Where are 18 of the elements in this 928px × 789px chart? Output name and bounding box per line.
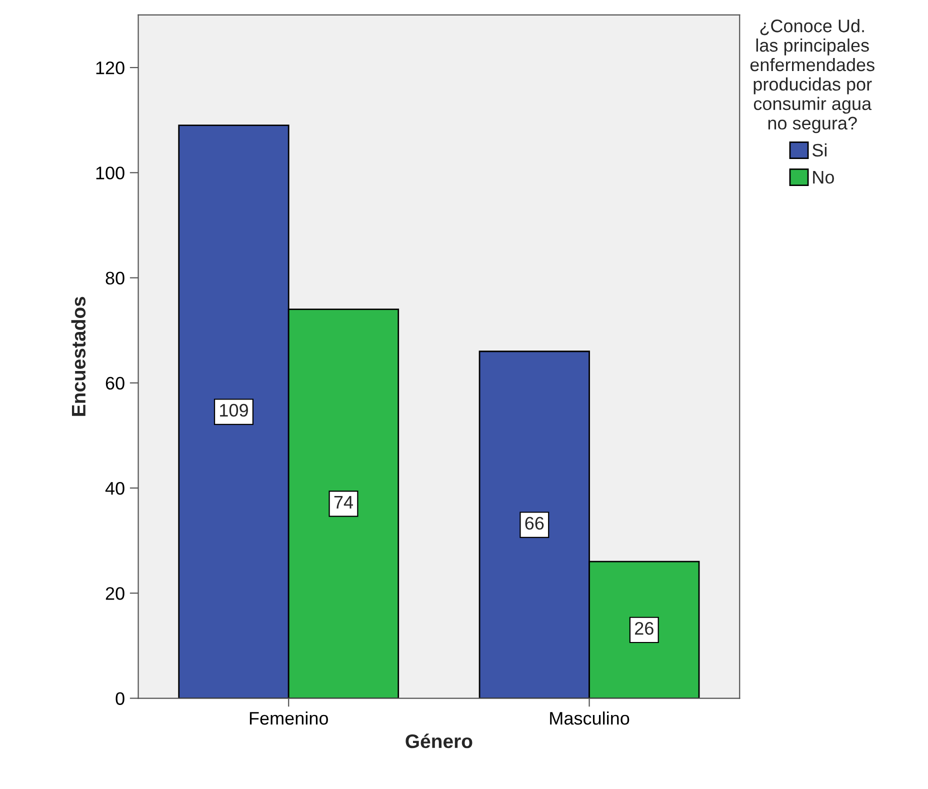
y-tick-label: 60 [106, 376, 124, 390]
data-label: 66 [525, 516, 544, 530]
legend-label: Si [812, 143, 826, 157]
y-tick-label: 100 [96, 166, 124, 180]
data-label: 26 [635, 622, 654, 635]
y-tick-label: 120 [96, 61, 124, 74]
legend-label: No [813, 171, 834, 184]
legend-title: ¿Conoce Ud. las principales enfermendades producidas por consumir agua no segura? [750, 19, 874, 134]
x-tick-label: Femenino [250, 711, 328, 725]
x-tick-label: Masculino [550, 711, 630, 725]
x-axis-title: Género [406, 734, 472, 748]
y-tick-label: 0 [116, 692, 124, 705]
data-label: 109 [220, 404, 248, 417]
data-label: 74 [334, 496, 353, 508]
y-axis-title: Encuestados [71, 296, 86, 416]
y-tick-label: 40 [105, 482, 124, 495]
y-tick-label: 80 [106, 272, 124, 285]
y-tick-label: 20 [106, 587, 124, 600]
